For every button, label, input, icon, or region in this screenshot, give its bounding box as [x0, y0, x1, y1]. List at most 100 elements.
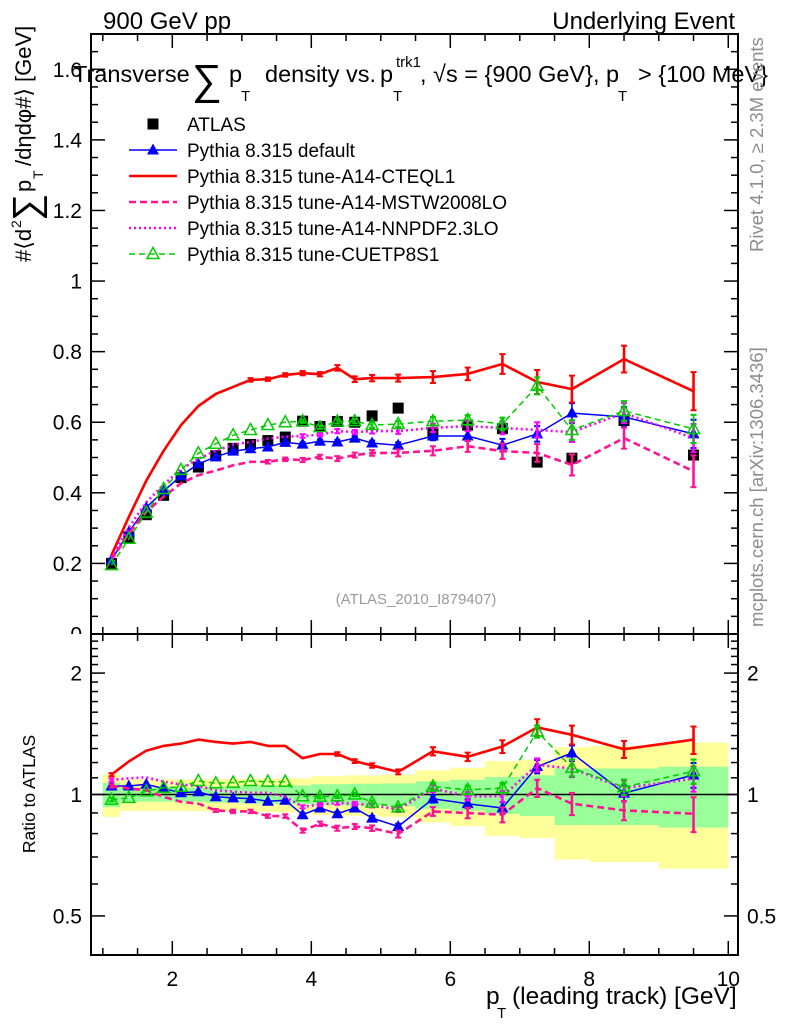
error-bar	[316, 801, 323, 808]
ratio-y-tick-label-right: 0.5	[747, 905, 776, 928]
error-bar	[316, 431, 323, 438]
error-bar	[621, 800, 628, 822]
title-text: p	[229, 61, 242, 87]
title-text: , √s = {900 GeV}, p	[420, 61, 619, 87]
ratio-y-axis-label: Ratio to ATLAS	[19, 735, 39, 853]
y-tick-label: 0	[70, 624, 82, 647]
error-bar	[534, 757, 541, 773]
error-bar	[534, 778, 541, 798]
ratio-y-tick-label-right: 2	[747, 663, 759, 686]
error-bar	[499, 353, 506, 375]
data-point-pythia-8-315-tune-cuetp8s1	[104, 557, 119, 571]
data-point-pythia-8-315-tune-cuetp8s1	[277, 773, 293, 787]
y-axis-label-subscript: T	[30, 170, 46, 179]
main-y-tick-labels: 0 0.2 0.4 0.6 0.8 1 1.2 1.4 1.6	[53, 59, 83, 647]
data-point-pythia-8-315-default	[192, 785, 205, 797]
error-bar	[316, 820, 323, 828]
y-tick-label: 1.2	[53, 200, 82, 223]
data-point-pythia-8-315-tune-cuetp8s1	[425, 413, 441, 427]
error-bar	[429, 746, 436, 757]
error-bar	[299, 370, 306, 377]
error-bar	[299, 827, 306, 834]
error-bar	[395, 373, 402, 383]
error-bar	[334, 455, 341, 463]
y-tick-label: 1.4	[53, 129, 83, 152]
data-point-pythia-8-315-default	[244, 442, 257, 454]
x-tick-labels: 2 4 6 8 10	[166, 968, 739, 991]
data-point-pythia-8-315-tune-cuetp8s1	[460, 781, 475, 796]
error-bar	[464, 751, 471, 763]
data-point-atlas	[366, 410, 378, 422]
y-axis-label-text: p	[11, 180, 36, 192]
data-point-pythia-8-315-tune-cuetp8s1	[260, 416, 276, 431]
series-line-pythia-8-315-tune-cuetp8s1	[110, 385, 694, 566]
data-point-pythia-8-315-tune-cuetp8s1	[686, 763, 701, 777]
error-bar	[316, 371, 323, 378]
y-tick-label: 0.8	[53, 341, 82, 364]
error-bar	[429, 806, 436, 817]
error-bar	[351, 375, 358, 383]
data-point-pythia-8-315-tune-cuetp8s1	[173, 778, 189, 793]
error-bar	[282, 372, 289, 378]
data-point-pythia-8-315-default	[313, 434, 326, 446]
error-bar	[230, 808, 237, 815]
error-bar	[351, 758, 358, 765]
data-point-pythia-8-315-default	[192, 457, 205, 469]
data-point-pythia-8-315-tune-cuetp8s1	[225, 774, 241, 788]
data-point-pythia-8-315-tune-cuetp8s1	[191, 772, 206, 787]
series-line-pythia-8-315-tune-a14-cteql1	[110, 726, 694, 776]
data-point-pythia-8-315-default	[565, 746, 578, 758]
title-subscript: T	[241, 88, 250, 105]
error-bar	[351, 451, 358, 459]
data-point-pythia-8-315-default	[209, 790, 222, 802]
error-bar	[464, 366, 471, 382]
error-bar	[282, 813, 289, 819]
data-point-pythia-8-315-tune-cuetp8s1	[616, 402, 632, 417]
legend-label: Pythia 8.315 default	[187, 141, 356, 162]
y-tick-label: 0.4	[53, 482, 83, 505]
data-point-pythia-8-315-tune-cuetp8s1	[564, 421, 580, 436]
error-bar	[316, 453, 323, 460]
header-right-label: Underlying Event	[552, 8, 735, 35]
error-bar	[282, 456, 289, 463]
error-bar	[369, 373, 376, 383]
error-bar	[568, 374, 575, 404]
legend-symbol-pythia-8-315-default	[129, 143, 177, 155]
x-tick-label: 4	[305, 968, 317, 991]
y-axis-label-superscript: 2	[8, 220, 24, 228]
data-point-pythia-8-315-tune-cuetp8s1	[364, 794, 380, 808]
error-bar	[429, 370, 436, 385]
data-point-pythia-8-315-tune-cuetp8s1	[686, 420, 701, 435]
error-bar	[690, 725, 697, 756]
error-bar	[108, 772, 115, 778]
data-point-atlas	[123, 531, 135, 543]
x-tick-label: 2	[166, 968, 178, 991]
y-tick-label: 1	[70, 271, 82, 294]
error-bar	[621, 426, 628, 450]
error-bar	[351, 429, 358, 436]
data-point-pythia-8-315-tune-cuetp8s1	[104, 791, 119, 805]
title-sum-symbol: ∑	[192, 56, 222, 103]
data-point-pythia-8-315-default	[426, 792, 439, 804]
data-point-pythia-8-315-tune-cuetp8s1	[616, 779, 632, 793]
data-point-pythia-8-315-tune-cuetp8s1	[529, 723, 545, 737]
error-bar	[429, 445, 436, 457]
title-subscript: T	[393, 88, 402, 105]
data-point-pythia-8-315-tune-cuetp8s1	[312, 419, 328, 433]
series-line-pythia-8-315-tune-a14-mstw2008lo	[110, 436, 695, 561]
y-axis-label-text: #⟨d	[11, 229, 36, 262]
ratio-y-tick-label: 0.5	[53, 905, 82, 928]
data-point-pythia-8-315-tune-cuetp8s1	[330, 413, 345, 427]
data-point-pythia-8-315-default	[348, 431, 361, 443]
data-point-pythia-8-315-default	[296, 808, 309, 820]
data-point-pythia-8-315-default	[227, 791, 240, 803]
legend-symbols	[129, 118, 177, 260]
error-bar	[351, 823, 358, 831]
data-point-pythia-8-315-tune-cuetp8s1	[425, 778, 441, 792]
data-point-pythia-8-315-tune-cuetp8s1	[156, 480, 171, 495]
error-bar	[499, 806, 506, 824]
analysis-watermark: (ATLAS_2010_I879407)	[336, 591, 497, 608]
title-text: density vs.	[265, 61, 376, 87]
chart-title: Transverse ∑ p T density vs. p trk1 T , …	[73, 54, 768, 105]
data-point-pythia-8-315-tune-cuetp8s1	[121, 789, 137, 804]
